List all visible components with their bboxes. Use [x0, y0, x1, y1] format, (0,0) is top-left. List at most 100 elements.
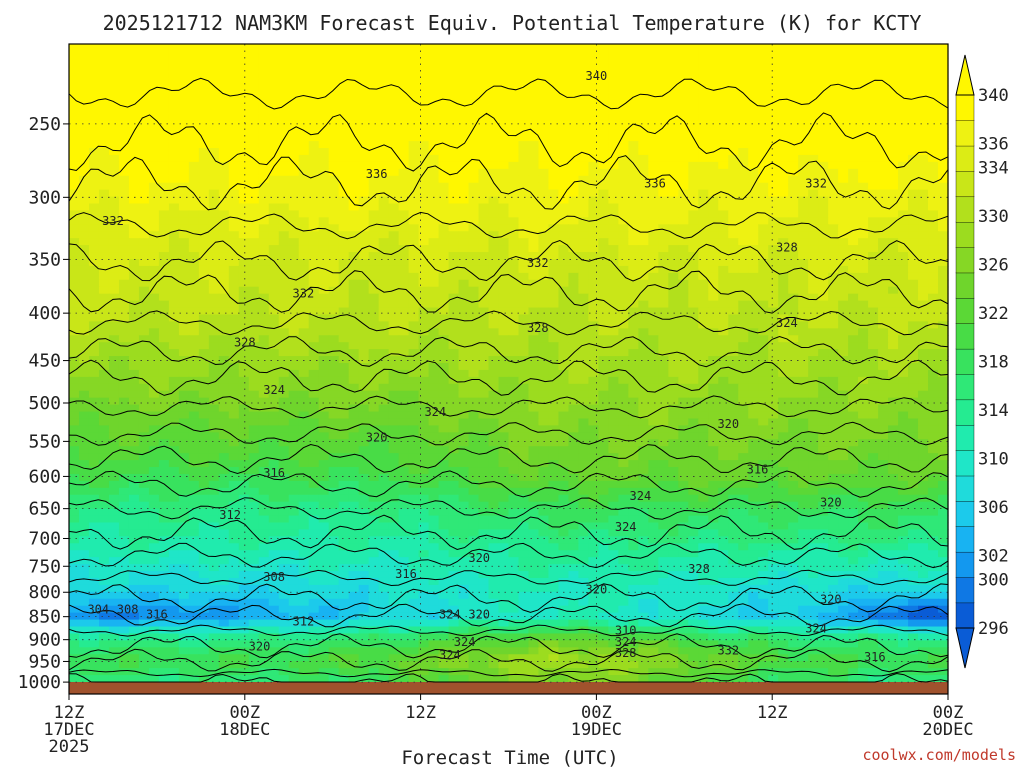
field-cell	[588, 224, 599, 232]
field-cell	[578, 106, 590, 114]
field-cell	[668, 224, 679, 232]
field-cell	[438, 50, 450, 59]
field-cell	[698, 120, 709, 128]
field-cell	[128, 57, 140, 66]
field-cell	[138, 363, 150, 371]
field-cell	[508, 50, 520, 59]
field-cell	[538, 390, 550, 399]
field-cell	[598, 168, 609, 177]
field-cell	[208, 113, 220, 121]
field-cell	[358, 432, 370, 440]
field-cell	[798, 397, 809, 406]
field-cell	[228, 418, 240, 427]
field-cell	[108, 321, 120, 329]
field-cell	[768, 78, 779, 87]
field-cell	[548, 141, 560, 149]
field-cell	[378, 272, 390, 281]
field-cell	[368, 314, 380, 322]
field-cell	[748, 376, 759, 385]
field-cell	[328, 203, 340, 212]
field-cell	[438, 328, 450, 336]
field-cell	[578, 265, 590, 274]
field-cell	[878, 335, 889, 343]
field-cell	[198, 210, 210, 218]
field-cell	[618, 141, 629, 149]
field-cell	[708, 279, 719, 288]
field-cell	[318, 279, 330, 288]
field-cell	[688, 307, 699, 316]
field-cell	[518, 376, 530, 385]
field-cell	[198, 411, 210, 420]
field-cell	[338, 307, 350, 316]
field-cell	[618, 99, 629, 108]
field-cell	[728, 64, 739, 73]
field-cell	[598, 217, 609, 225]
field-cell	[628, 231, 639, 239]
field-cell	[688, 286, 699, 295]
field-cell	[518, 342, 530, 350]
field-cell	[158, 349, 170, 357]
field-cell	[398, 342, 410, 350]
field-cell	[98, 71, 110, 80]
field-cell	[698, 349, 709, 357]
field-cell	[448, 203, 460, 212]
field-cell	[768, 127, 779, 135]
field-cell	[388, 92, 400, 101]
field-cell	[438, 175, 450, 184]
field-cell	[658, 425, 669, 433]
field-cell	[228, 50, 240, 59]
field-cell	[698, 376, 709, 385]
field-cell	[148, 92, 160, 101]
field-cell	[138, 265, 150, 274]
field-cell	[108, 390, 120, 399]
field-cell	[88, 335, 100, 343]
field-cell	[508, 148, 520, 156]
field-cell	[728, 50, 739, 59]
field-cell	[228, 217, 240, 225]
field-cell	[198, 397, 210, 406]
field-cell	[838, 148, 849, 156]
field-cell	[158, 383, 170, 392]
field-cell	[69, 376, 80, 385]
field-cell	[148, 168, 160, 177]
field-cell	[218, 307, 230, 316]
field-cell	[868, 404, 879, 413]
field-cell	[628, 134, 639, 142]
field-cell	[238, 369, 250, 378]
field-cell	[878, 252, 889, 260]
field-cell	[728, 432, 739, 440]
field-cell	[638, 141, 649, 149]
field-cell	[208, 99, 220, 108]
field-cell	[69, 321, 80, 329]
field-cell	[298, 217, 310, 225]
field-cell	[448, 64, 460, 73]
field-cell	[248, 231, 260, 239]
field-cell	[138, 342, 150, 350]
field-cell	[648, 203, 659, 212]
field-cell	[288, 134, 300, 142]
field-cell	[788, 50, 799, 59]
field-cell	[678, 78, 689, 87]
field-cell	[918, 210, 929, 218]
field-cell	[838, 342, 849, 350]
field-cell	[188, 349, 200, 357]
field-cell	[608, 57, 619, 66]
field-cell	[908, 300, 919, 309]
field-cell	[298, 328, 310, 336]
field-cell	[258, 418, 270, 427]
field-cell	[248, 349, 260, 357]
field-cell	[518, 307, 530, 316]
field-cell	[768, 349, 779, 357]
field-cell	[378, 134, 390, 142]
field-cell	[938, 203, 949, 212]
field-cell	[868, 369, 879, 378]
field-cell	[838, 411, 849, 420]
field-cell	[438, 404, 450, 413]
field-cell	[568, 50, 580, 59]
field-cell	[108, 203, 120, 212]
field-cell	[238, 64, 250, 73]
field-cell	[268, 265, 280, 274]
field-cell	[728, 210, 739, 218]
field-cell	[318, 314, 330, 322]
field-cell	[318, 217, 330, 225]
